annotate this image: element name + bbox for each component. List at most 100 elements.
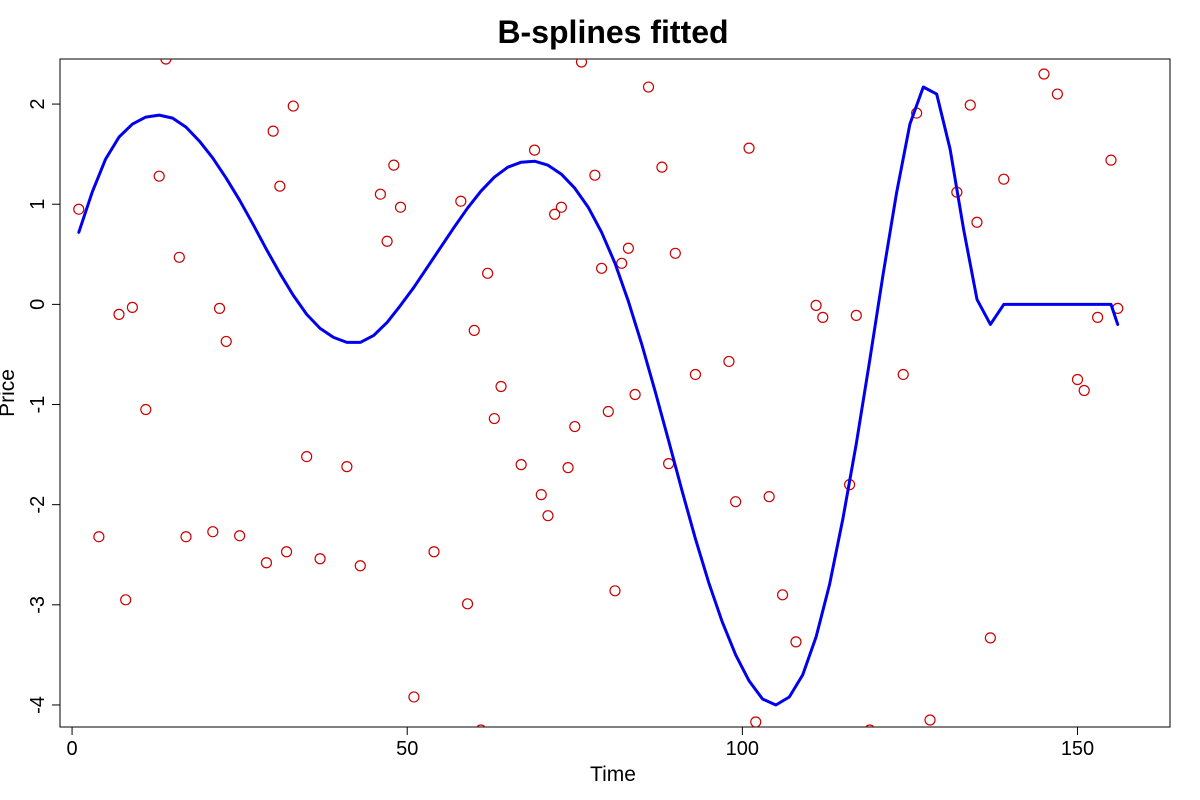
data-point — [388, 159, 400, 171]
data-point — [776, 589, 789, 601]
data-point — [374, 188, 386, 200]
data-point — [669, 247, 681, 259]
data-point — [663, 458, 675, 470]
data-point — [964, 99, 976, 111]
y-tick-label: -1 — [27, 396, 49, 414]
data-point — [234, 530, 246, 542]
data-point — [160, 59, 172, 65]
data-point — [1071, 373, 1084, 386]
data-point — [750, 716, 762, 727]
data-point — [1038, 68, 1050, 80]
data-point — [971, 216, 983, 228]
data-point — [743, 142, 755, 154]
data-point — [267, 125, 279, 137]
plot-box — [59, 58, 1171, 728]
data-point — [864, 724, 875, 727]
data-point — [622, 242, 635, 254]
data-point — [140, 403, 152, 416]
data-point — [126, 301, 138, 313]
data-point — [575, 59, 588, 68]
y-tick-label: 2 — [27, 99, 49, 110]
data-point — [207, 526, 219, 538]
y-tick-label: 0 — [27, 299, 49, 310]
spline-curve — [77, 85, 1120, 707]
data-point — [461, 598, 474, 610]
x-axis: 0 50 100 150 — [67, 726, 1094, 760]
data-point — [173, 251, 185, 263]
data-point — [723, 355, 735, 368]
y-tick-label: -2 — [27, 496, 49, 514]
data-point — [213, 302, 226, 314]
x-tick-label: 150 — [1061, 738, 1094, 760]
data-point — [428, 546, 440, 558]
x-axis-label: Time — [590, 763, 636, 786]
x-tick-label: 50 — [396, 738, 418, 760]
data-point — [341, 461, 353, 473]
data-point — [730, 496, 742, 508]
data-point — [528, 144, 541, 156]
data-point — [515, 459, 527, 471]
plot-area — [73, 59, 1124, 727]
data-point — [153, 170, 165, 182]
data-point — [924, 714, 936, 726]
data-point — [850, 309, 862, 321]
data-point — [280, 546, 293, 558]
data-point — [408, 691, 420, 703]
data-point — [569, 420, 581, 433]
data-point — [394, 201, 407, 213]
data-point — [542, 510, 554, 522]
x-tick-label: 0 — [67, 738, 78, 760]
y-axis-label: Price — [0, 369, 19, 417]
data-point — [482, 267, 494, 279]
data-point — [984, 632, 996, 644]
data-point — [616, 257, 628, 269]
data-point — [602, 405, 614, 418]
data-point — [609, 585, 621, 597]
data-point — [488, 412, 500, 425]
data-point — [589, 169, 601, 181]
data-point — [1105, 154, 1117, 166]
data-point — [220, 335, 232, 348]
data-point — [629, 388, 641, 401]
y-tick-label: 1 — [27, 199, 49, 210]
y-axis: -4 -3 -2 -1 0 1 2 — [27, 99, 61, 714]
data-point — [998, 173, 1010, 185]
data-point — [817, 311, 829, 323]
data-point — [287, 100, 299, 112]
data-point — [381, 235, 393, 247]
y-tick-label: -3 — [27, 596, 49, 614]
data-point — [113, 308, 125, 320]
y-tick-label: -4 — [27, 696, 49, 714]
data-point — [1092, 311, 1104, 323]
data-point — [93, 531, 105, 543]
data-point — [555, 201, 567, 213]
data-point — [1078, 384, 1090, 397]
data-point — [274, 180, 286, 192]
data-point — [790, 636, 802, 648]
data-point — [642, 81, 655, 93]
data-point — [180, 531, 192, 543]
data-point — [301, 450, 313, 463]
chart-title: B-splines fitted — [497, 14, 728, 50]
data-point — [455, 195, 467, 207]
data-point — [897, 368, 909, 381]
data-point — [763, 491, 775, 503]
data-point — [535, 489, 547, 501]
data-point — [354, 560, 366, 572]
data-point — [595, 262, 608, 274]
data-point — [562, 462, 574, 474]
data-point — [314, 553, 326, 565]
data-point — [810, 299, 822, 311]
data-point — [1051, 88, 1063, 100]
data-point — [689, 368, 702, 381]
data-point — [468, 324, 480, 337]
data-point — [73, 203, 85, 215]
data-point — [549, 208, 561, 220]
data-point — [260, 557, 273, 569]
data-point — [656, 161, 668, 173]
x-tick-label: 100 — [726, 738, 759, 760]
data-point — [495, 380, 507, 393]
data-point — [476, 724, 486, 727]
data-point — [120, 594, 132, 606]
